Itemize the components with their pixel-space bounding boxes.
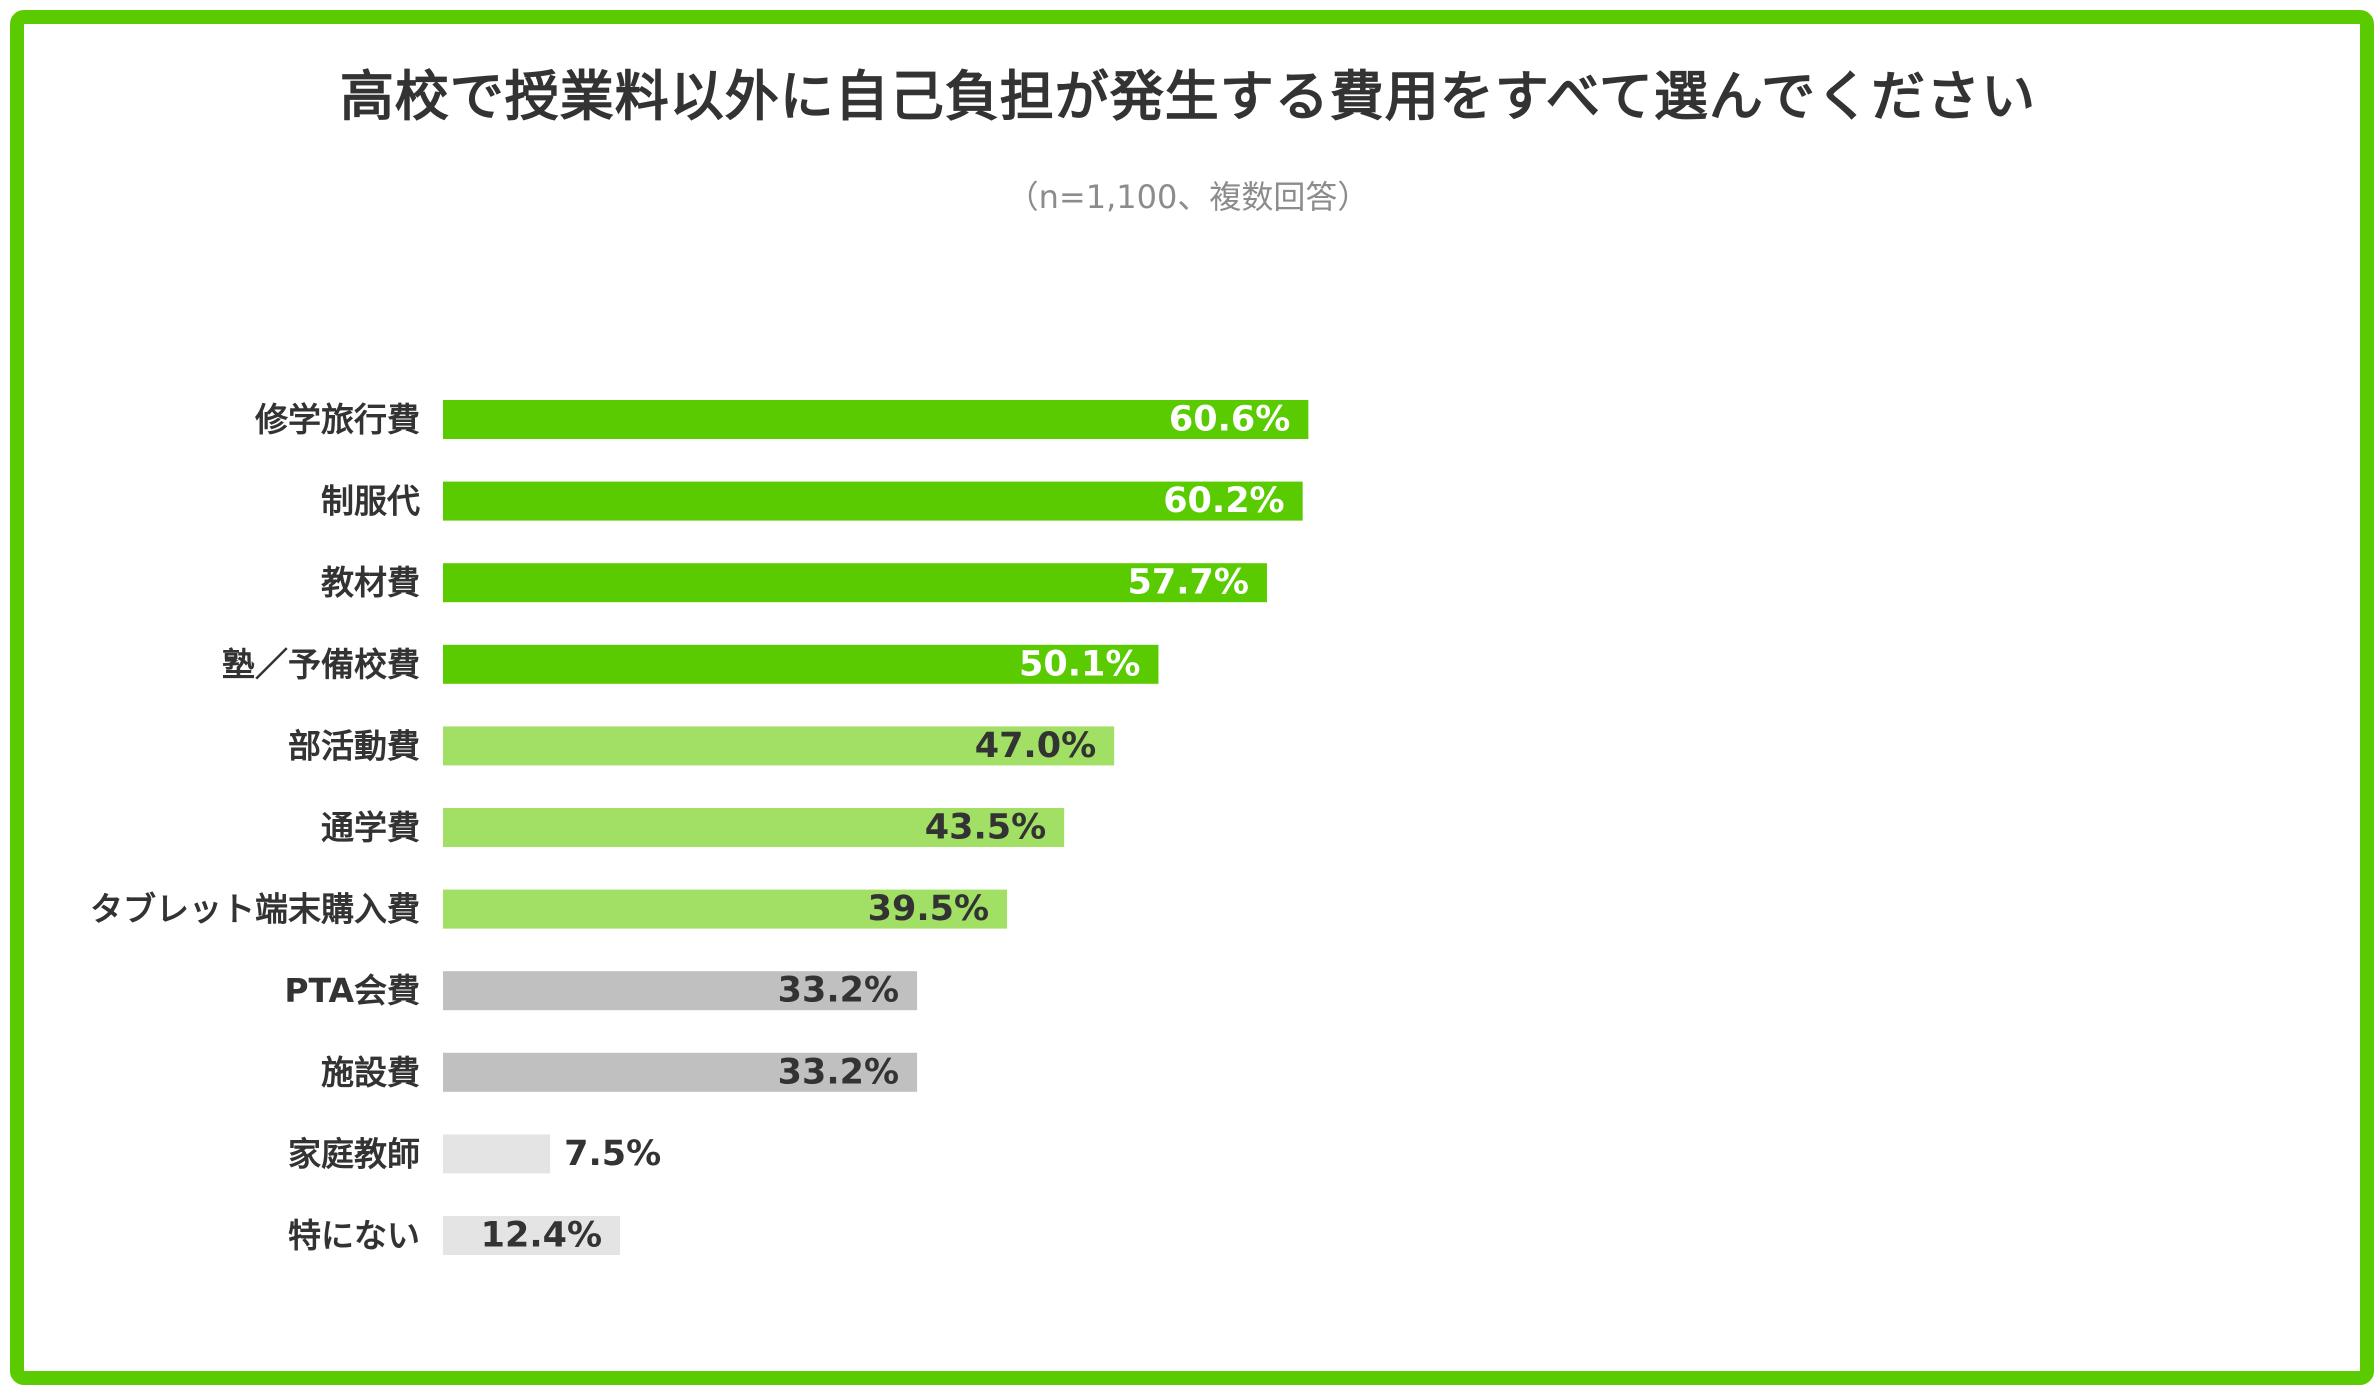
- value-label: 39.5%: [868, 889, 989, 929]
- bar: [443, 1134, 551, 1174]
- bar: [443, 481, 1303, 521]
- value-label: 60.6%: [1169, 400, 1290, 440]
- chart-title: 高校で授業料以外に自己負担が発生する費用をすべて選んでください: [339, 65, 2037, 128]
- bar: [443, 1052, 918, 1092]
- chart-frame: [10, 10, 2374, 1385]
- value-label: 47.0%: [975, 726, 1096, 766]
- chart-subtitle: （n=1,100、複数回答）: [1006, 178, 1370, 216]
- bar: [443, 726, 1115, 766]
- value-label: 7.5%: [564, 1134, 661, 1174]
- bar: [443, 563, 1267, 603]
- value-label: 12.4%: [481, 1216, 602, 1256]
- value-label: 33.2%: [778, 971, 899, 1011]
- category-label: 特にない: [288, 1216, 420, 1255]
- value-label: 57.7%: [1128, 563, 1249, 603]
- category-label: 教材費: [321, 563, 420, 602]
- value-label: 50.1%: [1019, 644, 1140, 684]
- category-label: 施設費: [321, 1053, 420, 1092]
- bar: [443, 644, 1159, 684]
- category-label: 部活動費: [288, 726, 420, 765]
- category-label: 塾／予備校費: [222, 645, 420, 684]
- bar: [443, 400, 1309, 439]
- category-label: 制服代: [321, 482, 420, 521]
- category-label: 通学費: [321, 808, 420, 847]
- value-label: 60.2%: [1163, 481, 1284, 521]
- bar: [443, 1216, 621, 1255]
- bar: [443, 889, 1008, 929]
- bar: [443, 808, 1065, 847]
- category-label: 家庭教師: [288, 1134, 420, 1173]
- value-label: 33.2%: [778, 1052, 899, 1092]
- category-label: 修学旅行費: [254, 400, 420, 439]
- value-label: 43.5%: [925, 808, 1046, 848]
- category-label: PTA会費: [284, 971, 420, 1010]
- bar: [443, 971, 918, 1011]
- category-label: タブレット端末購入費: [90, 890, 420, 929]
